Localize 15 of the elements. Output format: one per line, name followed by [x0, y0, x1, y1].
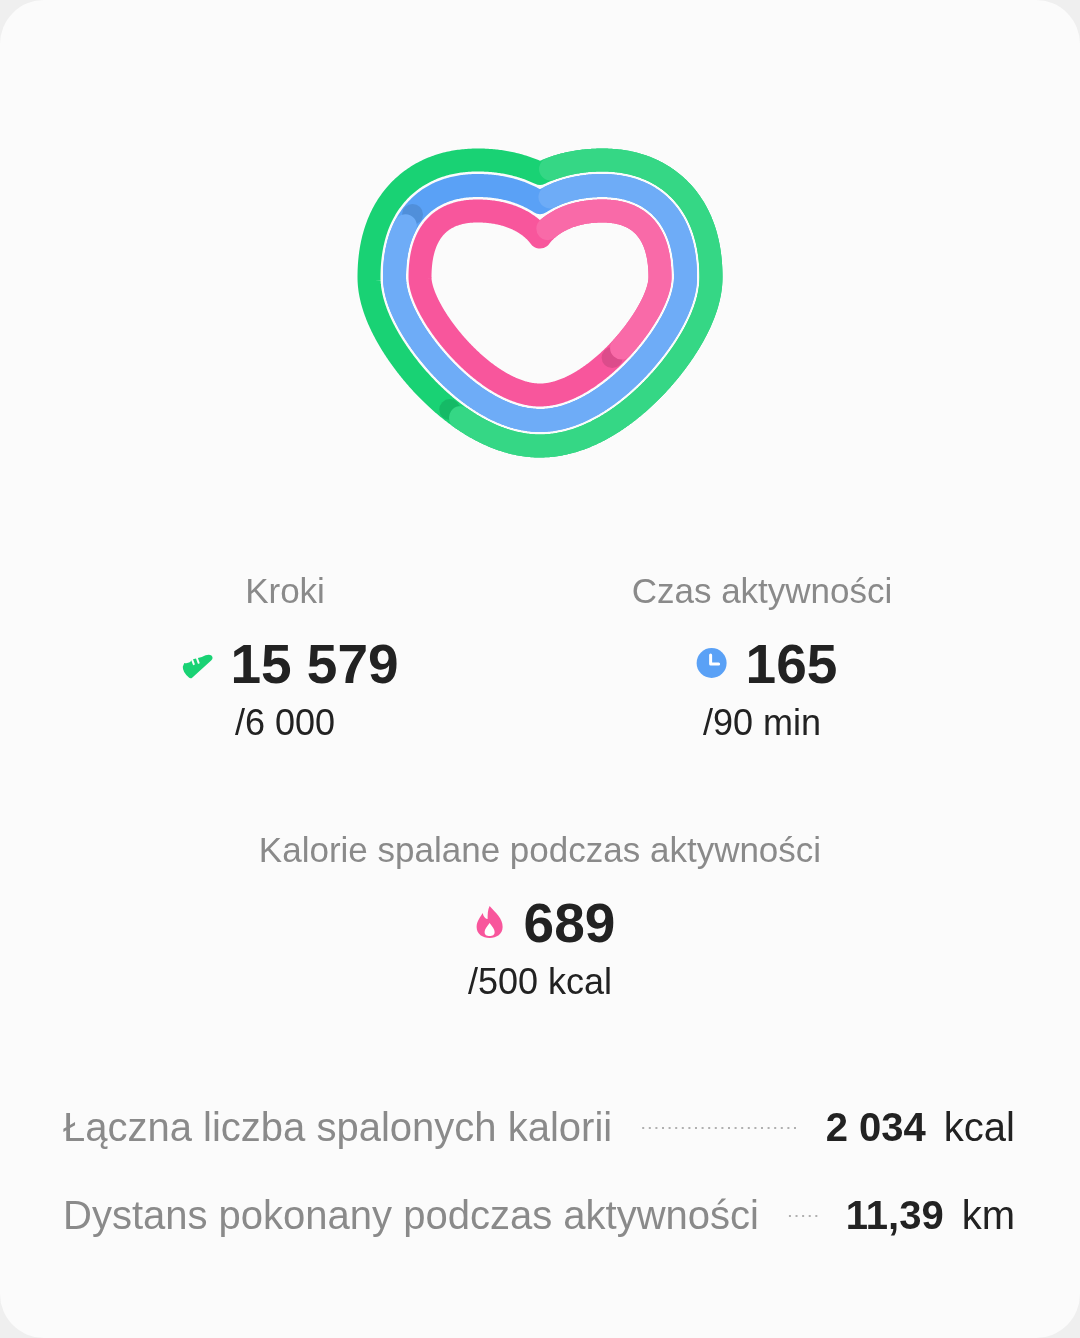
- category-label: Kalorie spalane podczas aktywności: [258, 830, 822, 869]
- data-label: 165: [745, 633, 838, 695]
- data-label: /500 kcal: [467, 961, 613, 1002]
- data-label: /90 min: [702, 702, 822, 743]
- text: 2 034: [825, 1105, 927, 1149]
- text: Dystans pokonany podczas aktywności: [63, 1193, 759, 1237]
- category-label: Kroki: [245, 571, 325, 610]
- text: 11,39: [845, 1193, 944, 1237]
- text: kcal: [943, 1105, 1015, 1149]
- data-label: /6 000: [234, 702, 336, 743]
- data-label: 689: [523, 892, 616, 954]
- text: Łączna liczba spalonych kalorii: [63, 1105, 613, 1149]
- data-label: 15 579: [230, 633, 399, 695]
- text: km: [961, 1193, 1015, 1237]
- category-label: Czas aktywności: [631, 571, 893, 610]
